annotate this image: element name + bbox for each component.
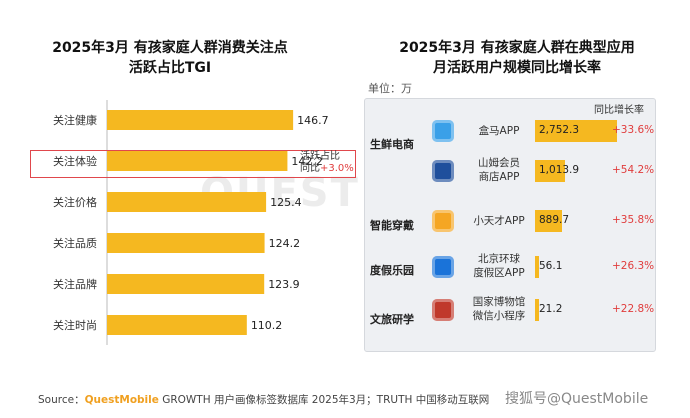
hema-icon [432,120,454,142]
category-label: 关注健康 [53,113,97,127]
app-name-line2: 商店APP [478,171,520,183]
app-name-line1: 盒马APP [478,125,520,137]
group-label: 度假乐园 [370,264,414,277]
highlight-box [30,150,356,178]
data-label: 125.4 [270,196,302,209]
imoo-icon [432,210,454,232]
left-title-line2: 活跃占比TGI [128,60,212,76]
left-title-line1: 2025年3月 有孩家庭人群消费关注点 [52,40,288,56]
group-label: 智能穿戴 [370,219,414,232]
app-name: 国家博物馆微信小程序 [466,295,532,323]
data-label: 21.2 [539,303,563,315]
growth-rate: +22.8% [612,303,655,315]
right-chart-title: 2025年3月 有孩家庭人群在典型应用 月活跃用户规模同比增长率 [362,38,672,78]
right-title-line1: 2025年3月 有孩家庭人群在典型应用 [399,40,635,56]
data-label: 142.2 [291,155,323,168]
footer-prefix: Source： [38,394,85,406]
app-name: 小天才APP [466,214,532,228]
data-label: 123.9 [268,278,300,291]
bar [535,256,539,278]
bar [535,160,566,182]
annotation-change: +3.0% [320,163,354,174]
group-label: 文旅研学 [370,313,414,326]
footer-brand: QuestMobile [84,394,159,406]
highlight-annotation: 活跃占比 同比+3.0% [300,151,354,175]
app-name-line1: 国家博物馆 [472,296,526,308]
growth-rate: +54.2% [612,164,655,176]
category-label: 关注品质 [53,236,97,250]
right-title-line2: 月活跃用户规模同比增长率 [433,60,601,76]
bar [107,274,265,294]
data-label: 2,752.3 [539,124,580,136]
app-name: 山姆会员商店APP [466,156,532,184]
annotation-prefix: 同比 [300,163,320,174]
bar [535,299,539,321]
museum-icon [432,299,454,321]
growth-rate: +35.8% [612,214,655,226]
app-name-line1: 小天才APP [473,215,525,227]
annotation-line1: 活跃占比 [300,151,340,162]
data-label: 124.2 [269,237,301,250]
app-name-line2: 度假区APP [473,267,525,279]
category-label: 关注品牌 [53,277,97,291]
growth-rate: +26.3% [612,260,655,272]
bar [107,151,288,171]
footer-text: GROWTH 用户画像标签数据库 2025年3月；TRUTH 中国移动互联网 [158,394,490,406]
data-label: 110.2 [251,319,283,332]
left-chart-title: 2025年3月 有孩家庭人群消费关注点 活跃占比TGI [20,38,320,78]
universal-icon [432,256,454,278]
app-name-line2: 微信小程序 [472,310,526,322]
group-label: 生鲜电商 [370,138,414,151]
category-label: 关注体验 [53,154,97,168]
sohu-watermark: 搜狐号@QuestMobile [505,391,649,407]
app-name-line1: 山姆会员 [478,157,520,169]
bar [107,110,294,130]
sams-club-icon [432,160,454,182]
bar [107,192,267,212]
unit-label: 单位：万 [368,82,412,95]
footer-source: Source：QuestMobile GROWTH 用户画像标签数据库 2025… [38,392,489,407]
app-name: 北京环球度假区APP [466,252,532,280]
data-label: 56.1 [539,260,563,272]
data-label: 1,013.9 [539,164,580,176]
app-name: 盒马APP [466,124,532,138]
growth-column-header: 同比增长率 [594,105,644,116]
data-label: 889.7 [539,214,570,226]
app-name-line1: 北京环球 [478,253,520,265]
category-label: 关注时尚 [53,318,97,332]
bar [107,233,265,253]
bar [535,210,562,232]
bar [535,120,617,142]
data-label: 146.7 [297,114,329,127]
bar [107,315,247,335]
category-label: 关注价格 [53,195,97,209]
growth-rate: +33.6% [612,124,655,136]
